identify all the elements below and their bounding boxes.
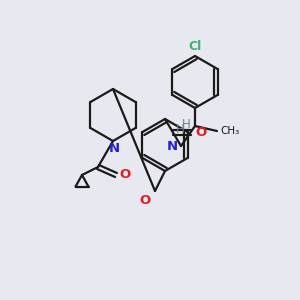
Text: Cl: Cl <box>188 40 202 53</box>
Text: H: H <box>182 118 190 130</box>
Text: O: O <box>195 126 206 139</box>
Text: H: H <box>176 123 184 136</box>
Text: CH₃: CH₃ <box>220 126 239 136</box>
Text: O: O <box>119 169 130 182</box>
Text: N: N <box>167 140 178 152</box>
Text: O: O <box>140 194 151 207</box>
Text: N: N <box>108 142 120 155</box>
